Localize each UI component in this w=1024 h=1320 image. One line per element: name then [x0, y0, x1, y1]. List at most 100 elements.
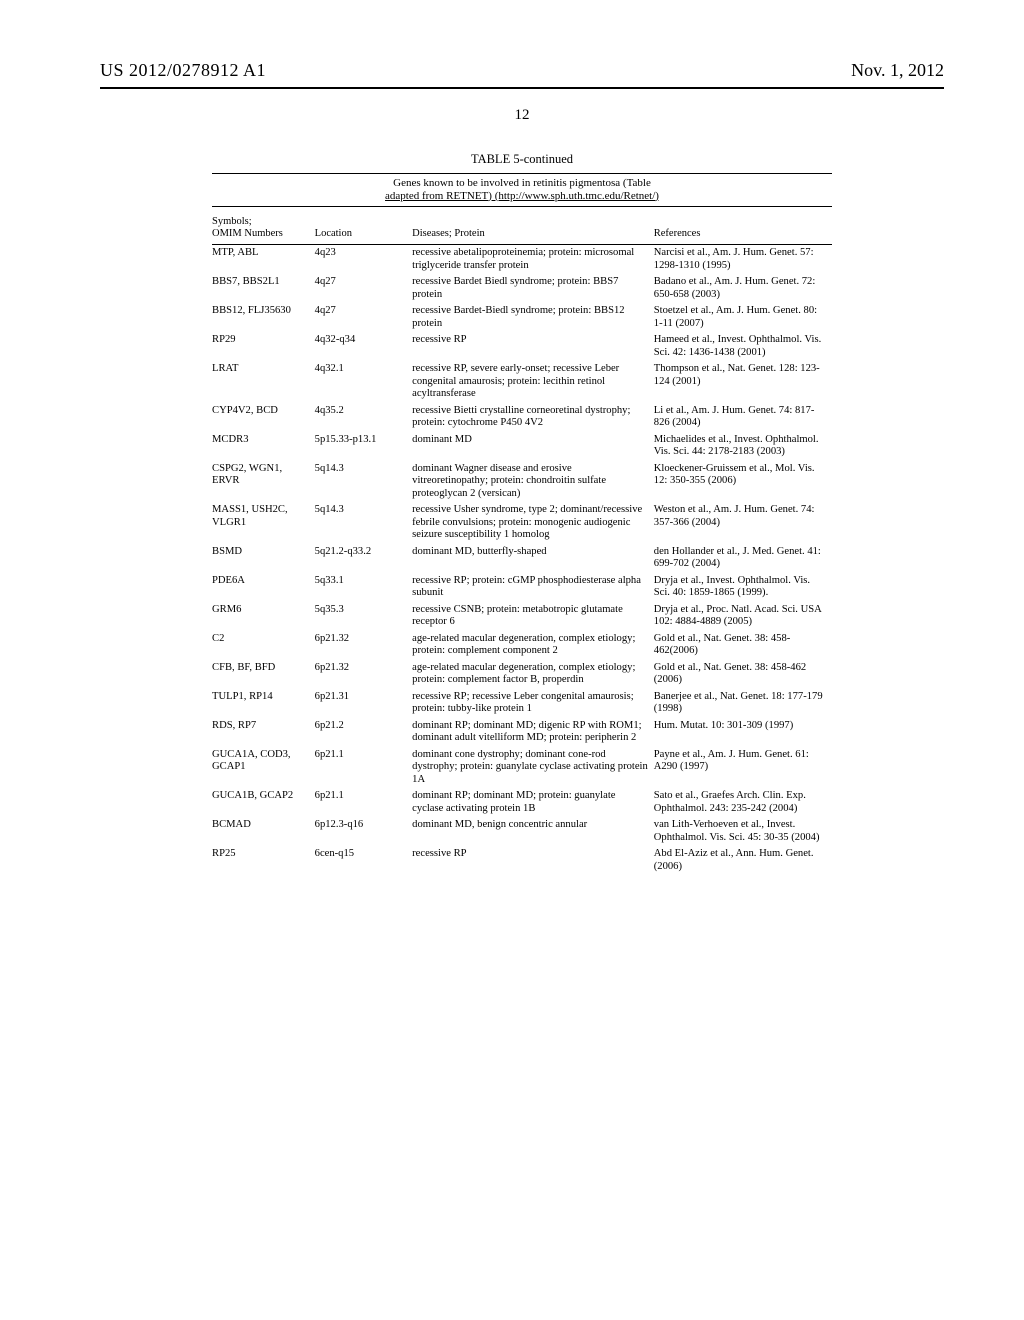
- cell-diseases: recessive Bietti crystalline corneoretin…: [412, 403, 654, 432]
- cell-diseases: dominant MD: [412, 432, 654, 461]
- cell-location: 5q14.3: [315, 502, 412, 544]
- cell-references: Banerjee et al., Nat. Genet. 18: 177-179…: [654, 689, 832, 718]
- cell-references: Badano et al., Am. J. Hum. Genet. 72: 65…: [654, 274, 832, 303]
- cell-diseases: age-related macular degeneration, comple…: [412, 631, 654, 660]
- cell-references: Dryja et al., Proc. Natl. Acad. Sci. USA…: [654, 602, 832, 631]
- cell-symbols: TULP1, RP14: [212, 689, 315, 718]
- cell-diseases: recessive CSNB; protein: metabotropic gl…: [412, 602, 654, 631]
- cell-references: Abd El-Aziz et al., Ann. Hum. Genet. (20…: [654, 846, 832, 875]
- table-row: MASS1, USH2C, VLGR15q14.3recessive Usher…: [212, 502, 832, 544]
- cell-references: Weston et al., Am. J. Hum. Genet. 74: 35…: [654, 502, 832, 544]
- cell-diseases: recessive Usher syndrome, type 2; domina…: [412, 502, 654, 544]
- table-body: MTP, ABL4q23recessive abetalipoproteinem…: [212, 245, 832, 876]
- cell-symbols: CFB, BF, BFD: [212, 660, 315, 689]
- cell-symbols: LRAT: [212, 361, 315, 403]
- cell-diseases: recessive Bardet-Biedl syndrome; protein…: [412, 303, 654, 332]
- cell-references: van Lith-Verhoeven et al., Invest. Ophth…: [654, 817, 832, 846]
- cell-location: 6p21.1: [315, 788, 412, 817]
- table-row: BBS7, BBS2L14q27recessive Bardet Biedl s…: [212, 274, 832, 303]
- cell-diseases: recessive RP: [412, 846, 654, 875]
- col-header-symbols: Symbols; OMIM Numbers: [212, 210, 315, 245]
- table-row: MCDR35p15.33-p13.1dominant MDMichaelides…: [212, 432, 832, 461]
- cell-location: 4q35.2: [315, 403, 412, 432]
- table-row: RP294q32-q34recessive RPHameed et al., I…: [212, 332, 832, 361]
- cell-location: 4q27: [315, 274, 412, 303]
- cell-symbols: BCMAD: [212, 817, 315, 846]
- cell-references: Sato et al., Graefes Arch. Clin. Exp. Op…: [654, 788, 832, 817]
- cell-diseases: dominant RP; dominant MD; digenic RP wit…: [412, 718, 654, 747]
- cell-location: 4q27: [315, 303, 412, 332]
- cell-diseases: recessive RP: [412, 332, 654, 361]
- col-header-symbols-line2: OMIM Numbers: [212, 228, 283, 239]
- cell-location: 4q32-q34: [315, 332, 412, 361]
- cell-symbols: C2: [212, 631, 315, 660]
- table-row: BSMD5q21.2-q33.2dominant MD, butterfly-s…: [212, 544, 832, 573]
- cell-location: 5q33.1: [315, 573, 412, 602]
- cell-location: 6p21.1: [315, 747, 412, 789]
- caption-line1: Genes known to be involved in retinitis …: [393, 177, 651, 189]
- cell-diseases: dominant RP; dominant MD; protein: guany…: [412, 788, 654, 817]
- cell-references: Narcisi et al., Am. J. Hum. Genet. 57: 1…: [654, 245, 832, 275]
- table-row: GRM65q35.3recessive CSNB; protein: metab…: [212, 602, 832, 631]
- cell-symbols: CYP4V2, BCD: [212, 403, 315, 432]
- table-row: PDE6A5q33.1recessive RP; protein: cGMP p…: [212, 573, 832, 602]
- cell-diseases: age-related macular degeneration, comple…: [412, 660, 654, 689]
- table-row: RP256cen-q15recessive RPAbd El-Aziz et a…: [212, 846, 832, 875]
- cell-symbols: GRM6: [212, 602, 315, 631]
- cell-location: 5q14.3: [315, 461, 412, 503]
- col-header-symbols-line1: Symbols;: [212, 216, 252, 227]
- cell-location: 6p21.32: [315, 660, 412, 689]
- table-row: LRAT4q32.1recessive RP, severe early-ons…: [212, 361, 832, 403]
- table-row: MTP, ABL4q23recessive abetalipoproteinem…: [212, 245, 832, 275]
- cell-symbols: BBS12, FLJ35630: [212, 303, 315, 332]
- cell-diseases: recessive abetalipoproteinemia; protein:…: [412, 245, 654, 275]
- cell-symbols: MASS1, USH2C, VLGR1: [212, 502, 315, 544]
- cell-references: Michaelides et al., Invest. Ophthalmol. …: [654, 432, 832, 461]
- cell-symbols: RDS, RP7: [212, 718, 315, 747]
- table-row: BCMAD6p12.3-q16dominant MD, benign conce…: [212, 817, 832, 846]
- cell-symbols: CSPG2, WGN1, ERVR: [212, 461, 315, 503]
- table-title: TABLE 5-continued: [212, 152, 832, 167]
- table-caption: Genes known to be involved in retinitis …: [212, 173, 832, 207]
- cell-symbols: MTP, ABL: [212, 245, 315, 275]
- cell-location: 5p15.33-p13.1: [315, 432, 412, 461]
- cell-symbols: RP25: [212, 846, 315, 875]
- table-row: TULP1, RP146p21.31recessive RP; recessiv…: [212, 689, 832, 718]
- cell-references: den Hollander et al., J. Med. Genet. 41:…: [654, 544, 832, 573]
- cell-symbols: GUCA1A, COD3, GCAP1: [212, 747, 315, 789]
- cell-symbols: BSMD: [212, 544, 315, 573]
- cell-references: Gold et al., Nat. Genet. 38: 458-462 (20…: [654, 660, 832, 689]
- caption-line2: adapted from RETNET) (http://www.sph.uth…: [385, 190, 659, 202]
- cell-diseases: recessive RP; recessive Leber congenital…: [412, 689, 654, 718]
- cell-symbols: MCDR3: [212, 432, 315, 461]
- cell-location: 6p21.2: [315, 718, 412, 747]
- cell-references: Stoetzel et al., Am. J. Hum. Genet. 80: …: [654, 303, 832, 332]
- cell-references: Payne et al., Am. J. Hum. Genet. 61: A29…: [654, 747, 832, 789]
- cell-symbols: BBS7, BBS2L1: [212, 274, 315, 303]
- table-row: GUCA1A, COD3, GCAP16p21.1dominant cone d…: [212, 747, 832, 789]
- cell-location: 6p12.3-q16: [315, 817, 412, 846]
- header-divider: [100, 87, 944, 89]
- col-header-references: References: [654, 210, 832, 245]
- publication-date: Nov. 1, 2012: [851, 60, 944, 81]
- table-container: TABLE 5-continued Genes known to be invo…: [212, 152, 832, 875]
- table-row: CFB, BF, BFD6p21.32age-related macular d…: [212, 660, 832, 689]
- cell-diseases: dominant Wagner disease and erosive vitr…: [412, 461, 654, 503]
- cell-diseases: dominant cone dystrophy; dominant cone-r…: [412, 747, 654, 789]
- cell-location: 6p21.32: [315, 631, 412, 660]
- cell-diseases: recessive Bardet Biedl syndrome; protein…: [412, 274, 654, 303]
- cell-references: Thompson et al., Nat. Genet. 128: 123-12…: [654, 361, 832, 403]
- cell-references: Gold et al., Nat. Genet. 38: 458-462(200…: [654, 631, 832, 660]
- table-row: GUCA1B, GCAP26p21.1dominant RP; dominant…: [212, 788, 832, 817]
- cell-location: 6p21.31: [315, 689, 412, 718]
- table-row: CYP4V2, BCD4q35.2recessive Bietti crysta…: [212, 403, 832, 432]
- cell-references: Li et al., Am. J. Hum. Genet. 74: 817-82…: [654, 403, 832, 432]
- page-header: US 2012/0278912 A1 Nov. 1, 2012: [100, 60, 944, 81]
- cell-location: 5q21.2-q33.2: [315, 544, 412, 573]
- page-container: US 2012/0278912 A1 Nov. 1, 2012 12 TABLE…: [0, 0, 1024, 915]
- table-row: CSPG2, WGN1, ERVR5q14.3dominant Wagner d…: [212, 461, 832, 503]
- table-header-row: Symbols; OMIM Numbers Location Diseases;…: [212, 210, 832, 245]
- table-row: C26p21.32age-related macular degeneratio…: [212, 631, 832, 660]
- publication-id: US 2012/0278912 A1: [100, 60, 266, 81]
- cell-references: Kloeckener-Gruissem et al., Mol. Vis. 12…: [654, 461, 832, 503]
